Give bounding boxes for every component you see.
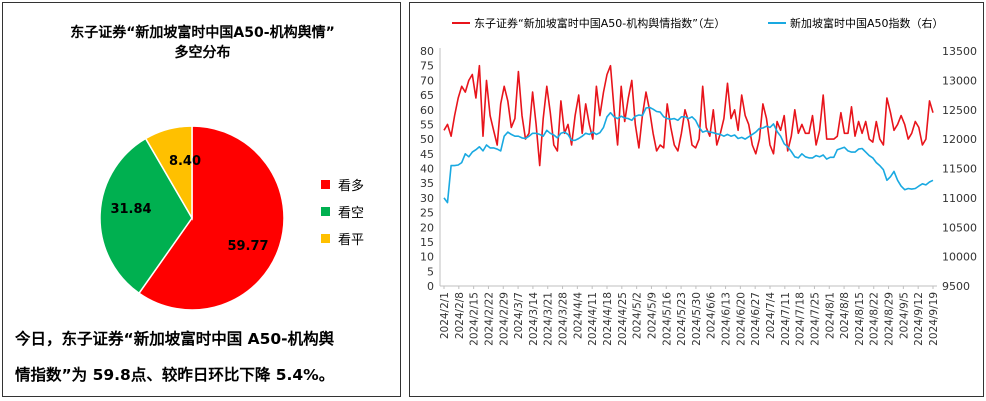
pie-slice-0: [137, 125, 285, 311]
x-tick-label: 2024/8/15: [854, 292, 866, 346]
pie-legend-label-bull: 看多: [338, 179, 365, 194]
sentiment-index-line: [443, 64, 934, 167]
pie-data-label-0: 59.77: [227, 239, 268, 254]
pie-legend: 看多 看空 看平: [321, 171, 364, 252]
x-tick-label: 2024/8/8: [839, 292, 851, 339]
legend-red-label: 东子证券“新加坡富时中国A50-机构舆情指数”（左）: [474, 16, 725, 30]
pie-slice-1: [99, 137, 193, 295]
pie-legend-swatch-neutral: [321, 234, 330, 243]
x-tick-label: 2024/4/25: [617, 292, 629, 346]
left-y-tick-label: 0: [427, 280, 434, 293]
x-tick-label: 2024/7/11: [780, 292, 792, 346]
left-y-tick-label: 20: [420, 221, 434, 234]
right-y-tick-label: 13000: [942, 74, 977, 87]
x-tick-label: 2024/4/4: [572, 292, 584, 339]
x-tick-label: 2024/3/21: [543, 292, 555, 346]
x-tick-label: 2024/8/29: [884, 292, 896, 346]
x-tick-label: 2024/7/25: [809, 292, 821, 346]
left-y-tick-label: 65: [420, 89, 434, 102]
pie-slice-2: [144, 125, 193, 221]
x-tick-label: 2024/4/18: [602, 292, 614, 346]
x-tick-label: 2024/5/23: [676, 292, 688, 346]
x-tick-label: 2024/5/2: [632, 292, 644, 339]
pie-title-line2: 多空分布: [174, 45, 231, 61]
x-tick-label: 2024/7/4: [765, 292, 777, 339]
x-tick-label: 2024/2/1: [439, 292, 451, 339]
summary-line1: 今日，东子证券“新加坡富时中国 A50-机构舆: [15, 330, 335, 348]
x-tick-label: 2024/3/7: [513, 292, 525, 339]
right-y-tick-label: 11000: [942, 192, 977, 205]
sentiment-index-panel: 东子证券“新加坡富时中国A50-机构舆情指数”（左） 新加坡富时中国A50指数（…: [409, 2, 984, 397]
left-y-tick-label: 80: [420, 45, 434, 58]
left-y-tick-label: 70: [420, 74, 434, 87]
x-tick-label: 2024/9/19: [928, 292, 940, 346]
left-y-tick-label: 55: [420, 118, 434, 131]
pie-legend-swatch-bull: [321, 180, 330, 189]
pie-chart: 59.77 31.84 8.40: [99, 125, 285, 311]
right-y-tick-label: 10500: [942, 221, 977, 234]
x-tick-label: 2024/6/6: [706, 292, 718, 339]
left-y-tick-label: 10: [420, 251, 434, 264]
right-y-tick-label: 12000: [942, 133, 977, 146]
line-chart-legend: 东子证券“新加坡富时中国A50-机构舆情指数”（左） 新加坡富时中国A50指数（…: [452, 16, 944, 30]
left-y-tick-label: 75: [420, 60, 434, 73]
right-y-tick-label: 13500: [942, 45, 977, 58]
left-y-tick-label: 25: [420, 207, 434, 220]
pie-title-line1: 东子证券“新加坡富时中国A50-机构舆情”: [70, 25, 335, 41]
left-y-tick-label: 45: [420, 148, 434, 161]
pie-data-label-1: 31.84: [110, 202, 151, 217]
x-tick-label: 2024/4/11: [587, 292, 599, 346]
pie-legend-swatch-bear: [321, 207, 330, 216]
a50-index-line: [443, 106, 934, 204]
left-y-tick-label: 5: [427, 265, 434, 278]
pie-legend-label-neutral: 看平: [338, 233, 365, 248]
right-y-tick-label: 10000: [942, 251, 977, 264]
left-y-tick-label: 40: [420, 163, 434, 176]
x-tick-label: 2024/2/8: [454, 292, 466, 339]
x-tick-label: 2024/2/22: [483, 292, 495, 346]
x-tick-label: 2024/9/12: [913, 292, 925, 346]
x-tick-label: 2024/2/29: [498, 292, 510, 346]
x-tick-label: 2024/6/27: [750, 292, 762, 346]
pie-legend-label-bear: 看空: [338, 206, 365, 221]
right-y-tick-label: 11500: [942, 163, 977, 176]
x-tick-label: 2024/8/1: [824, 292, 836, 339]
x-tick-label: 2024/3/28: [558, 292, 570, 346]
right-y-tick-label: 9500: [942, 280, 970, 293]
x-tick-label: 2024/7/18: [795, 292, 807, 346]
x-tick-label: 2024/6/13: [721, 292, 733, 346]
left-y-tick-label: 60: [420, 104, 434, 117]
pie-legend-item-bull: 看多: [321, 171, 364, 198]
left-y-tick-label: 50: [420, 133, 434, 146]
x-tick-label: 2024/9/5: [898, 292, 910, 339]
x-tick-label: 2024/5/9: [646, 292, 658, 339]
left-y-tick-label: 35: [420, 177, 434, 190]
left-y-tick-label: 15: [420, 236, 434, 249]
pie-legend-item-neutral: 看平: [321, 225, 364, 252]
pie-legend-item-bear: 看空: [321, 198, 364, 225]
left-y-tick-label: 30: [420, 192, 434, 205]
summary-line2: 情指数”为 59.8点、较昨日环比下降 5.4%。: [15, 366, 335, 384]
x-tick-label: 2024/6/20: [735, 292, 747, 346]
x-tick-label: 2024/5/16: [661, 292, 673, 346]
summary-text: 今日，东子证券“新加坡富时中国 A50-机构舆 情指数”为 59.8点、较昨日环…: [15, 321, 395, 393]
line-chart: 东子证券“新加坡富时中国A50-机构舆情指数”（左） 新加坡富时中国A50指数（…: [420, 16, 977, 346]
x-tick-label: 2024/5/30: [691, 292, 703, 346]
x-tick-label: 2024/3/14: [528, 292, 540, 346]
right-y-tick-label: 12500: [942, 104, 977, 117]
x-tick-label: 2024/2/15: [469, 292, 481, 346]
pie-data-label-2: 8.40: [169, 154, 201, 169]
x-tick-label: 2024/8/22: [869, 292, 881, 346]
legend-blue-label: 新加坡富时中国A50指数（右）: [790, 16, 944, 30]
sentiment-distribution-panel: 东子证券“新加坡富时中国A50-机构舆情” 多空分布 59.77 31.84 8.4…: [2, 2, 401, 397]
